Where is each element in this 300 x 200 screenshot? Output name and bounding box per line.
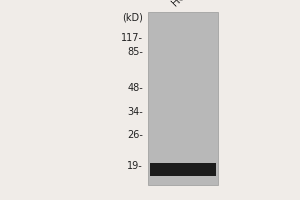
Text: (kD): (kD): [122, 13, 143, 23]
Text: 19-: 19-: [127, 161, 143, 171]
Text: 34-: 34-: [127, 107, 143, 117]
Bar: [148, 12, 218, 185]
Text: 117-: 117-: [121, 33, 143, 43]
Text: 85-: 85-: [127, 47, 143, 57]
Text: HepG2: HepG2: [170, 0, 202, 8]
Text: 48-: 48-: [127, 83, 143, 93]
Text: 26-: 26-: [127, 130, 143, 140]
Bar: [150, 163, 216, 176]
